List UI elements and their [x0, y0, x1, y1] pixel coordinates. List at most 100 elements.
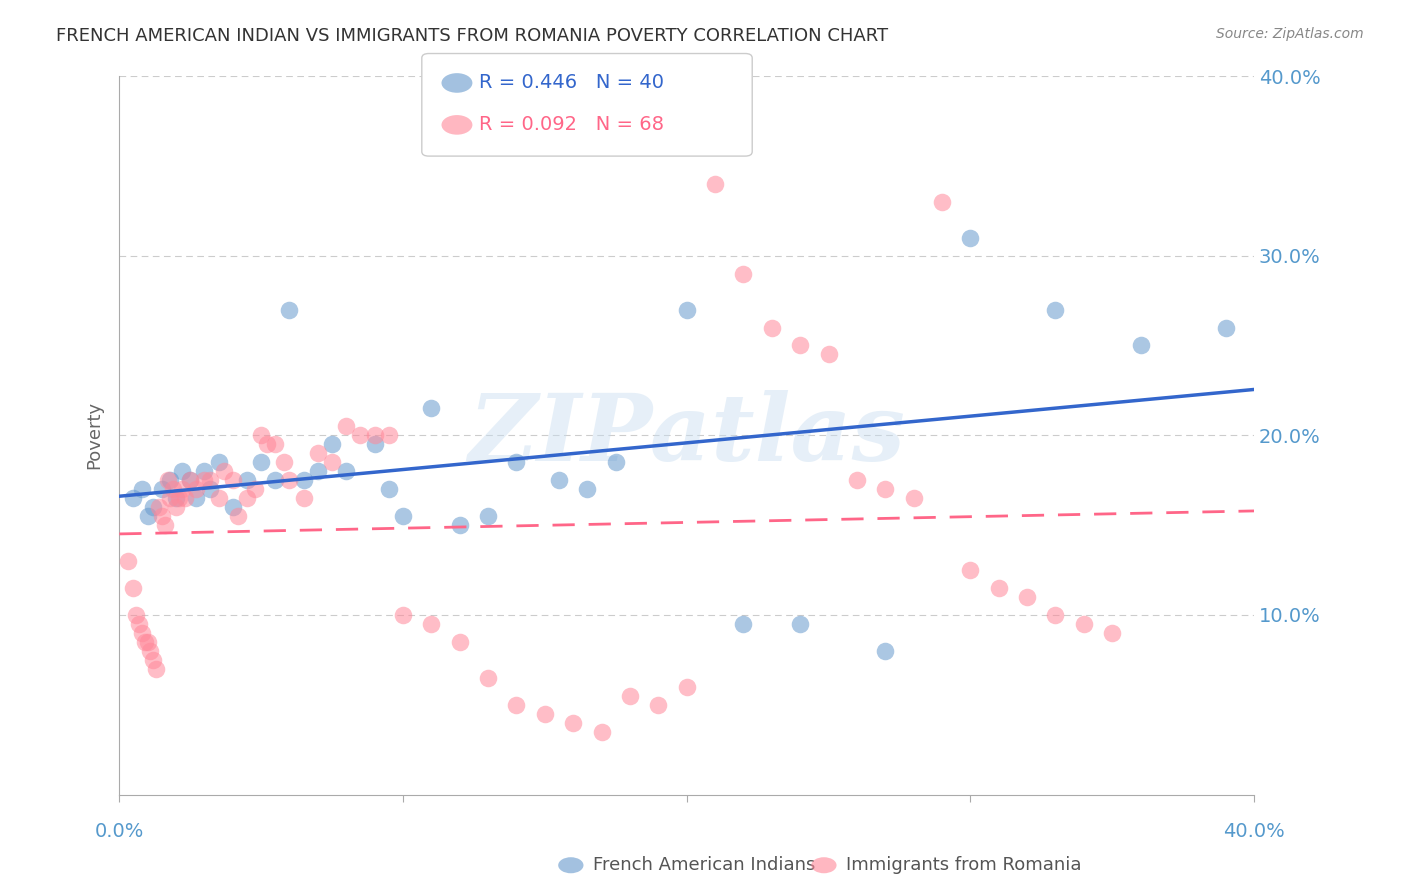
Point [179, 473, 201, 487]
Point [845, 473, 868, 487]
Point [1045, 302, 1067, 317]
Text: ZIPatlas: ZIPatlas [468, 391, 905, 480]
Point [193, 473, 215, 487]
Text: 40.0%: 40.0% [1223, 822, 1285, 841]
Point [256, 437, 278, 451]
Point [619, 689, 641, 703]
Point [420, 616, 443, 631]
Point [1215, 320, 1237, 334]
Point [184, 491, 207, 505]
Point [179, 473, 201, 487]
Point [198, 482, 221, 496]
Point [959, 563, 981, 577]
Point [170, 482, 193, 496]
Point [307, 464, 329, 478]
Point [903, 491, 925, 505]
Point [477, 671, 499, 685]
Point [321, 437, 343, 451]
Point [122, 491, 145, 505]
Point [142, 653, 165, 667]
Point [156, 473, 179, 487]
Point [505, 455, 527, 469]
Y-axis label: Poverty: Poverty [86, 401, 103, 469]
Point [505, 698, 527, 712]
Point [131, 626, 153, 640]
Point [136, 509, 159, 524]
Point [449, 518, 471, 533]
Point [789, 616, 811, 631]
Point [245, 482, 267, 496]
Point [207, 491, 229, 505]
Point [184, 482, 207, 496]
Point [733, 616, 755, 631]
Point [134, 635, 156, 649]
Point [761, 320, 783, 334]
Point [212, 464, 235, 478]
Point [292, 491, 315, 505]
Point [321, 455, 343, 469]
Point [128, 616, 150, 631]
Point [159, 473, 181, 487]
Point [349, 428, 371, 442]
Point [125, 607, 148, 622]
Point [167, 491, 190, 505]
Point [292, 473, 315, 487]
Text: Source: ZipAtlas.com: Source: ZipAtlas.com [1216, 27, 1364, 41]
Point [222, 500, 245, 515]
Point [1017, 590, 1039, 604]
Point [675, 302, 697, 317]
Point [136, 635, 159, 649]
Text: French American Indians: French American Indians [593, 856, 815, 874]
Point [264, 473, 287, 487]
Point [591, 724, 613, 739]
Point [378, 428, 401, 442]
Point [159, 491, 181, 505]
Point [1045, 607, 1067, 622]
Point [987, 581, 1010, 595]
Point [817, 347, 839, 361]
Point [477, 509, 499, 524]
Text: 0.0%: 0.0% [94, 822, 143, 841]
Point [392, 509, 415, 524]
Point [153, 518, 176, 533]
Text: Immigrants from Romania: Immigrants from Romania [846, 856, 1081, 874]
Point [170, 464, 193, 478]
Point [363, 428, 385, 442]
Point [142, 500, 165, 515]
Point [1073, 616, 1095, 631]
Point [278, 302, 301, 317]
Point [931, 194, 953, 209]
Point [250, 455, 273, 469]
Point [150, 482, 173, 496]
Point [704, 177, 727, 191]
Point [145, 662, 167, 676]
Point [576, 482, 599, 496]
Point [363, 437, 385, 451]
Point [165, 491, 187, 505]
Point [236, 473, 259, 487]
Point [207, 455, 229, 469]
Point [875, 644, 897, 658]
Point [392, 607, 415, 622]
Point [222, 473, 245, 487]
Point [562, 715, 585, 730]
Point [228, 509, 250, 524]
Point [959, 230, 981, 244]
Text: R = 0.446   N = 40: R = 0.446 N = 40 [479, 73, 665, 93]
Text: R = 0.092   N = 68: R = 0.092 N = 68 [479, 115, 665, 135]
Point [534, 706, 557, 721]
Point [1101, 626, 1123, 640]
Point [420, 401, 443, 416]
Point [789, 338, 811, 352]
Point [548, 473, 571, 487]
Point [264, 437, 287, 451]
Point [647, 698, 669, 712]
Point [250, 428, 273, 442]
Point [378, 482, 401, 496]
Point [150, 509, 173, 524]
Point [1129, 338, 1152, 352]
Point [165, 500, 187, 515]
Point [675, 680, 697, 694]
Point [117, 554, 139, 568]
Point [236, 491, 259, 505]
